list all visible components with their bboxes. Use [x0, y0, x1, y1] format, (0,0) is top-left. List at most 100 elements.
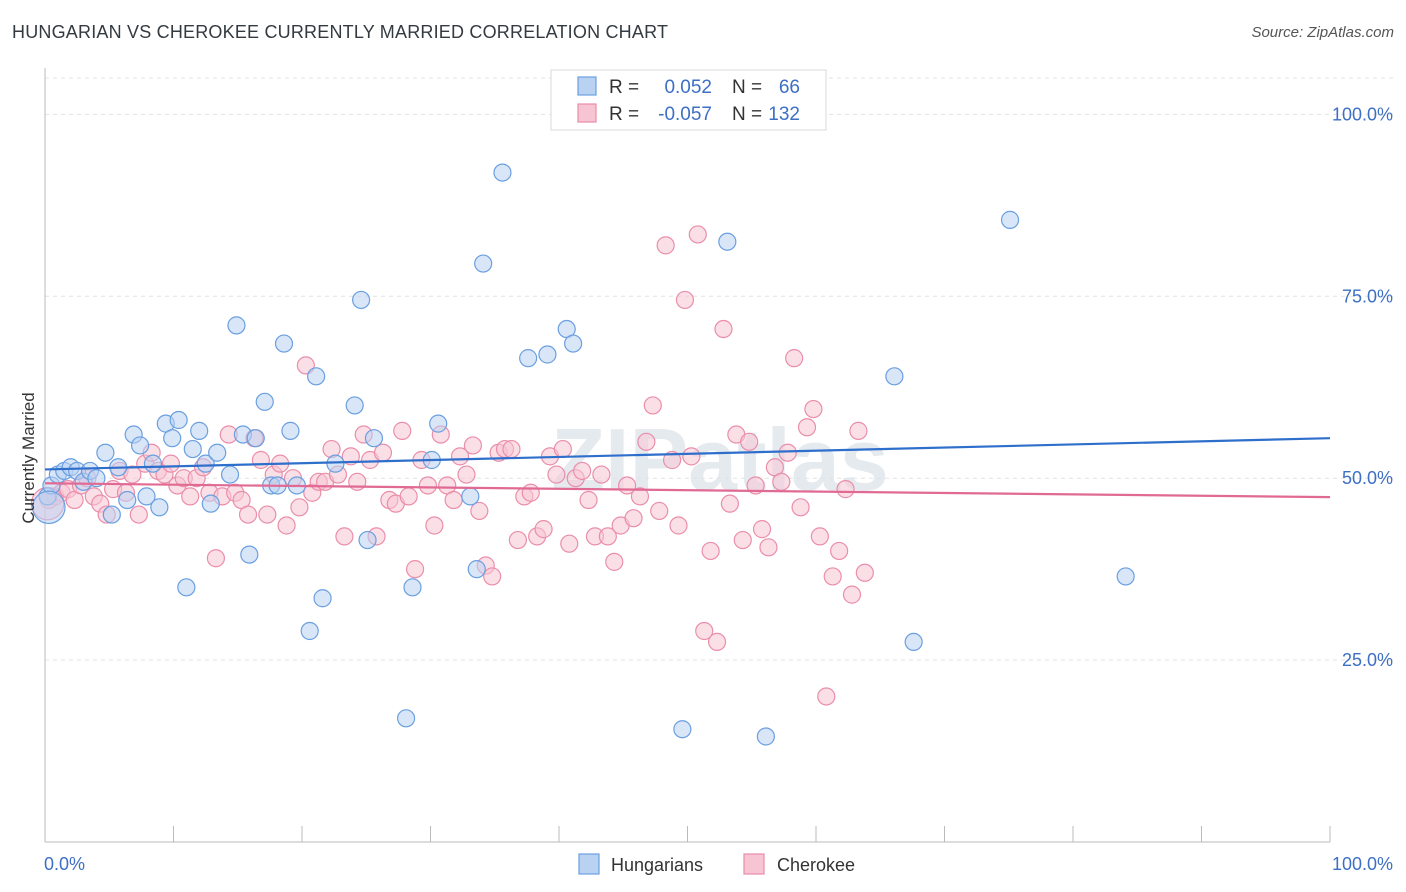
data-point [756, 727, 775, 746]
data-point [258, 505, 277, 524]
data-point [656, 236, 675, 255]
data-point [399, 487, 418, 506]
data-point [307, 367, 326, 386]
y-tick-label: 25.0% [1342, 650, 1393, 670]
data-point [598, 527, 617, 546]
data-point [836, 480, 855, 499]
x-tick-labels: 0.0% 100.0% [44, 854, 1393, 874]
data-point [752, 520, 772, 539]
bottom-legend-swatch-hungarians [578, 853, 600, 875]
data-point [341, 447, 360, 466]
chart-title: HUNGARIAN VS CHEROKEE CURRENTLY MARRIED … [12, 22, 669, 42]
y-axis-title: Currently Married [19, 392, 38, 523]
data-point [461, 487, 480, 506]
data-point [534, 520, 553, 539]
data-point [281, 421, 300, 440]
legend-swatch-cherokee [577, 103, 597, 123]
data-point [720, 494, 740, 513]
legend-r-label-2: R = [609, 104, 639, 125]
data-point [470, 501, 489, 521]
data-point [163, 429, 182, 448]
data-point [673, 720, 692, 739]
data-point [643, 396, 662, 415]
legend-n-label-1: N = [732, 77, 762, 98]
data-point [823, 567, 842, 586]
data-point [474, 254, 493, 273]
gridlines [45, 77, 1395, 661]
data-point [450, 447, 470, 466]
data-point [444, 490, 463, 510]
data-point [123, 465, 142, 484]
data-point [573, 461, 592, 481]
data-point [564, 334, 583, 353]
data-point [502, 439, 521, 459]
data-point [463, 436, 483, 455]
data-point [300, 621, 319, 641]
data-point [695, 621, 714, 641]
data-point [579, 490, 598, 510]
data-point [810, 527, 829, 546]
data-point [208, 443, 227, 462]
data-point [183, 439, 202, 459]
data-point [169, 410, 188, 430]
y-tick-label: 75.0% [1342, 286, 1393, 306]
data-point [508, 530, 527, 550]
data-point [740, 432, 759, 451]
x-tick-label-max: 100.0% [1332, 854, 1393, 874]
data-point [707, 632, 727, 652]
data-point [352, 290, 371, 310]
data-point [102, 505, 121, 524]
data-point [718, 232, 737, 251]
series-hungarians [32, 163, 1135, 746]
data-point [733, 530, 752, 550]
data-point [418, 476, 438, 495]
data-point [313, 589, 332, 608]
y-tick-label: 50.0% [1342, 468, 1393, 488]
bottom-legend-label-cherokee: Cherokee [777, 855, 855, 875]
data-point [290, 498, 309, 517]
source-label: Source: ZipAtlas.com [1251, 24, 1394, 41]
data-point [791, 498, 810, 517]
data-point [675, 290, 695, 310]
legend-box [550, 69, 827, 131]
data-point [688, 225, 707, 244]
data-point [772, 472, 791, 491]
data-point [196, 454, 215, 473]
data-point [87, 469, 106, 488]
legend-r-value-1: 0.052 [664, 77, 712, 98]
data-point [396, 709, 416, 728]
data-point [493, 163, 512, 182]
bottom-legend: Hungarians Cherokee [578, 853, 855, 875]
data-point [885, 367, 904, 386]
data-point [227, 316, 246, 335]
data-point [714, 319, 733, 339]
trend-line-cherokee [44, 482, 1331, 499]
data-point [206, 549, 226, 568]
data-point [830, 541, 849, 561]
data-point [255, 392, 274, 411]
data-point [181, 487, 200, 506]
data-point [251, 450, 270, 470]
axes [44, 68, 1331, 843]
data-point [190, 421, 209, 440]
data-point [246, 429, 265, 448]
legend-n-value-2: 132 [768, 104, 800, 125]
data-point [483, 567, 502, 586]
data-point [547, 465, 566, 484]
data-point [335, 527, 354, 546]
data-point [137, 487, 156, 506]
data-point [701, 541, 720, 561]
trend-lines [44, 437, 1331, 499]
data-point [904, 632, 923, 652]
data-point [759, 538, 778, 557]
data-point [326, 454, 345, 473]
data-point [220, 465, 240, 484]
bottom-legend-label-hungarians: Hungarians [611, 855, 703, 875]
data-point [143, 454, 163, 473]
data-point [457, 465, 476, 484]
data-point [669, 516, 688, 535]
data-point [429, 414, 448, 433]
data-point [785, 349, 804, 368]
y-tick-labels: 25.0% 50.0% 75.0% 100.0% [1332, 104, 1393, 670]
data-point [797, 418, 817, 437]
